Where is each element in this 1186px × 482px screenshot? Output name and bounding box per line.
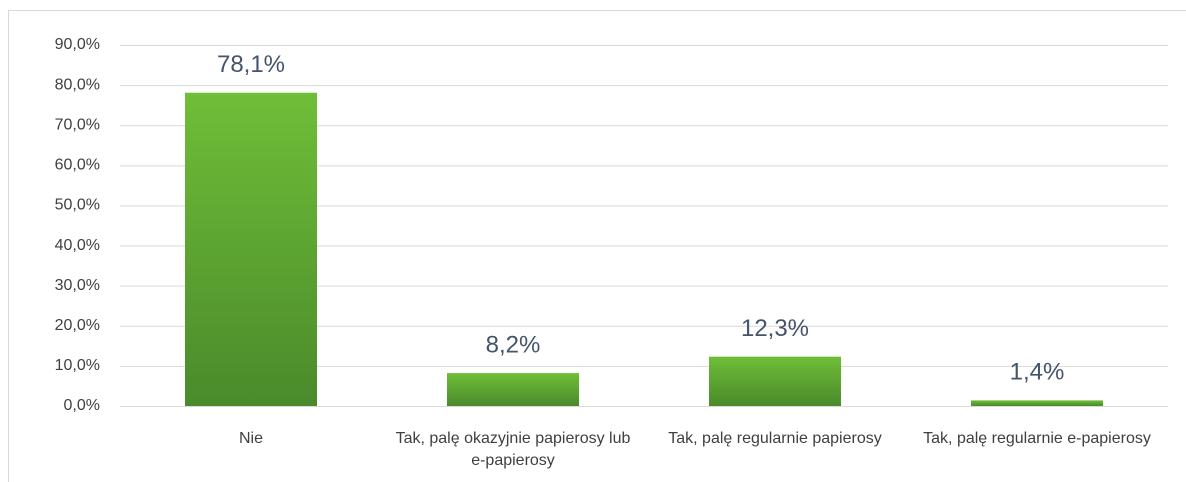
y-tick-label: 80,0% — [55, 76, 100, 93]
x-tick-label: Nie — [238, 430, 263, 447]
bar — [971, 400, 1103, 406]
data-label: 1,4% — [1010, 359, 1065, 386]
y-tick-label: 30,0% — [55, 277, 100, 294]
data-label: 8,2% — [486, 331, 541, 358]
data-label: 12,3% — [741, 315, 809, 342]
bar — [185, 92, 317, 406]
y-tick-label: 60,0% — [55, 157, 100, 174]
x-tick-label: Tak, palę regularnie e-papierosy — [923, 430, 1151, 447]
y-tick-label: 50,0% — [55, 197, 100, 214]
data-label: 78,1% — [217, 51, 285, 78]
y-tick-label: 20,0% — [55, 317, 100, 334]
bar — [447, 373, 579, 406]
y-tick-label: 40,0% — [55, 237, 100, 254]
x-tick-label: Tak, palę okazyjnie papierosy lub e-papi… — [395, 430, 631, 469]
bar — [709, 356, 841, 406]
y-tick-label: 0,0% — [64, 397, 100, 414]
y-tick-label: 10,0% — [55, 357, 100, 374]
y-tick-label: 90,0% — [55, 36, 100, 53]
x-tick-label: Tak, palę regularnie papierosy — [668, 430, 882, 447]
y-tick-label: 70,0% — [55, 116, 100, 133]
chart-frame — [8, 10, 1186, 482]
